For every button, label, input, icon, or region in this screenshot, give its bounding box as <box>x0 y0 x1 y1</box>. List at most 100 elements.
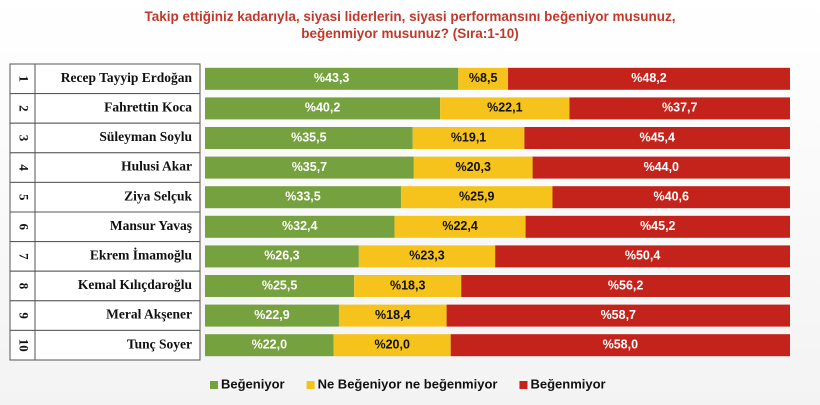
value-label: %18,4 <box>375 308 410 322</box>
rank-label: 4 <box>17 164 32 171</box>
legend-swatch <box>210 381 218 389</box>
value-label: %22,1 <box>487 101 522 115</box>
value-label: %40,6 <box>654 189 689 203</box>
value-label: %48,2 <box>631 71 666 85</box>
name-cell <box>34 181 201 213</box>
category-label: Meral Akşener <box>106 307 192 322</box>
name-cell <box>34 122 201 154</box>
value-label: %8,5 <box>469 71 498 85</box>
name-cell <box>34 270 201 302</box>
rank-cell <box>9 152 36 183</box>
name-cell <box>34 93 201 124</box>
rank-label: 6 <box>17 224 32 231</box>
category-label: Ziya Selçuk <box>124 188 192 203</box>
value-label: %45,2 <box>640 219 675 233</box>
name-cell <box>34 300 201 331</box>
value-label: %25,5 <box>262 278 297 292</box>
bar-segment <box>394 215 526 238</box>
bar-segment <box>413 156 533 179</box>
value-label: %35,7 <box>292 160 327 174</box>
bar-segment <box>358 245 496 268</box>
legend-label: Beğeniyor <box>221 376 285 391</box>
category-label: Tunç Soyer <box>127 336 192 351</box>
category-label: Kemal Kılıçdaroğlu <box>78 277 193 292</box>
bar-segment <box>524 127 790 149</box>
legend-label: Beğenmiyor <box>530 376 605 391</box>
value-label: %25,9 <box>459 189 494 203</box>
bar-segment <box>205 186 401 209</box>
legend-label: Ne Beğeniyor ne beğenmiyor <box>318 376 498 391</box>
value-label: %45,4 <box>639 130 674 144</box>
legend-swatch <box>519 381 528 389</box>
value-label: %50,4 <box>625 249 660 263</box>
bar-segment <box>205 67 459 90</box>
bar-segment <box>440 97 570 120</box>
rank-label: 8 <box>17 283 32 290</box>
value-label: %43,3 <box>314 71 349 85</box>
value-label: %37,7 <box>662 101 697 115</box>
bar-segment <box>450 334 790 357</box>
rank-label: 5 <box>17 194 32 201</box>
bar-segment <box>333 334 451 357</box>
value-label: %22,4 <box>442 219 477 233</box>
rank-label: 3 <box>17 135 32 142</box>
bar-segment <box>205 245 359 268</box>
category-label: Mansur Yavaş <box>110 218 192 233</box>
value-label: %32,4 <box>282 219 317 233</box>
chart-title: Takip ettiğiniz kadarıyla, siyasi liderl… <box>144 9 676 41</box>
value-label: %19,1 <box>451 130 486 144</box>
rank-cell <box>9 300 36 331</box>
name-cell <box>34 63 201 95</box>
value-label: %23,3 <box>409 249 444 263</box>
name-cell <box>34 211 201 243</box>
value-label: %58,7 <box>601 308 636 322</box>
rank-cell <box>9 211 36 243</box>
rank-cell <box>9 329 36 361</box>
category-label: Recep Tayyip Erdoğan <box>61 70 193 85</box>
category-label: Ekrem İmamoğlu <box>90 247 193 262</box>
category-label: Hulusi Akar <box>121 159 192 174</box>
bar-segment <box>354 275 462 297</box>
category-label: Süleyman Soylu <box>99 129 192 144</box>
bar-segment <box>495 245 790 268</box>
value-label: %56,2 <box>608 278 643 292</box>
bar-segment <box>205 127 413 149</box>
rank-cell <box>9 63 36 95</box>
value-label: %22,0 <box>252 337 287 351</box>
bar-segment <box>412 127 525 149</box>
rank-label: 10 <box>17 339 32 352</box>
bar-segment <box>205 275 355 297</box>
value-label: %33,5 <box>285 189 320 203</box>
bar-segment <box>205 97 441 120</box>
bar-segment <box>508 67 790 90</box>
bar-segment <box>446 304 790 327</box>
rank-cell <box>9 181 36 213</box>
bar-segment <box>552 186 790 209</box>
rank-label: 1 <box>17 76 32 83</box>
value-label: %40,2 <box>305 101 340 115</box>
value-label: %22,9 <box>254 308 289 322</box>
value-label: %18,3 <box>390 278 425 292</box>
bar-segment <box>461 275 790 297</box>
name-cell <box>34 152 201 183</box>
name-cell <box>34 329 201 361</box>
category-label: Fahrettin Koca <box>104 99 192 114</box>
bar-segment <box>205 156 414 179</box>
name-cell <box>34 241 201 272</box>
value-label: %20,0 <box>374 337 409 351</box>
bar-segment <box>205 334 334 357</box>
bar-segment <box>400 186 553 209</box>
rank-label: 2 <box>17 105 32 112</box>
value-label: %26,3 <box>264 249 299 263</box>
bar-segment <box>525 215 790 238</box>
value-label: %58,0 <box>603 337 638 351</box>
bar-segment <box>532 156 790 179</box>
bar-segment <box>338 304 447 327</box>
legend-swatch <box>306 381 315 389</box>
value-label: %35,5 <box>291 130 326 144</box>
rank-label: 7 <box>17 253 32 260</box>
bar-segment <box>205 304 339 327</box>
bar-segment <box>458 67 509 90</box>
